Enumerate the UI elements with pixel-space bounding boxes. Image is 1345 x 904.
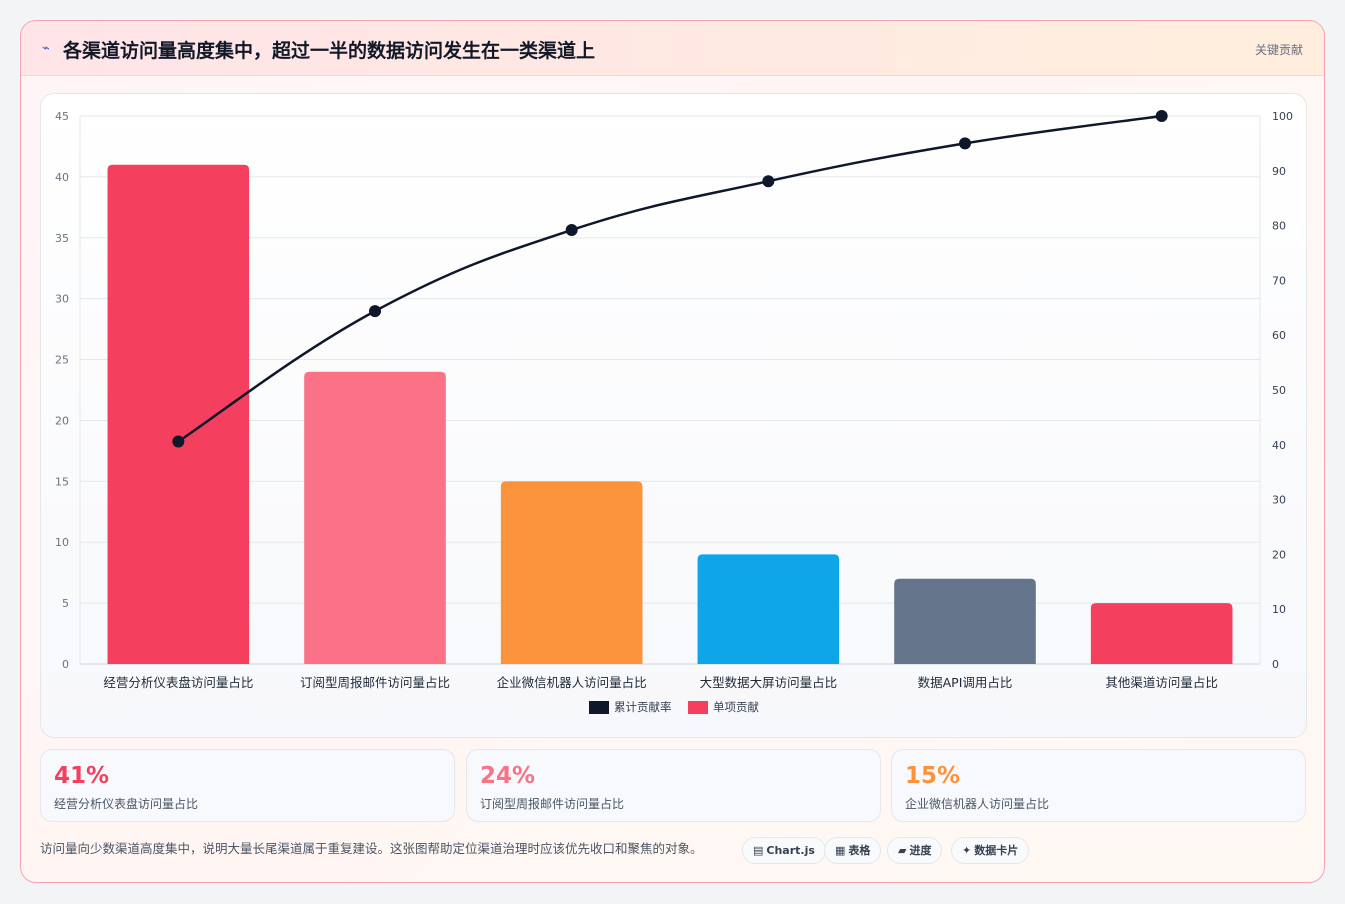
stat-label: 订阅型周报邮件访问量占比 [480,797,625,811]
cumulative-point [565,223,578,236]
table-pill[interactable]: ▦ 表格 [824,837,882,864]
cumulative-point [172,435,185,448]
bar [500,481,643,664]
chartjs-pill[interactable]: ▤ Chart.js [742,837,826,864]
y-right-tick-label: 100 [1272,110,1293,123]
y-left-tick-label: 5 [62,597,69,610]
y-left-tick-label: 15 [55,475,69,488]
bar [1090,603,1233,664]
cumulative-point [959,137,971,150]
y-right-tick-label: 90 [1272,165,1286,178]
footer-note: 访问量向少数渠道高度集中，说明大量长尾渠道属于重复建设。这张图帮助定位渠道治理时… [40,841,703,856]
pill-label: 数据卡片 [974,844,1019,857]
y-right-tick-label: 50 [1272,384,1286,397]
y-right-tick-label: 10 [1272,603,1286,616]
progress-icon: ▰ [898,844,907,857]
key-contribution-tag: 关键贡献 [1254,43,1303,57]
pill-label: 进度 [909,844,932,857]
y-right-tick-label: 0 [1272,658,1279,671]
stat-value: 41% [54,763,110,789]
y-left-tick-label: 10 [55,536,69,549]
cumulative-line [177,114,1162,443]
stat-label: 经营分析仪表盘访问量占比 [54,797,199,811]
pill-label: 表格 [848,844,871,857]
pill-label: Chart.js [766,844,815,857]
bar [304,371,446,664]
stat-card-2: 24% 订阅型周报邮件访问量占比 [466,749,881,822]
y-right-tick-label: 60 [1272,329,1286,342]
chart-icon: ▤ [753,844,764,857]
legend-label: 累计贡献率 [614,700,672,714]
y-right-tick-label: 30 [1272,494,1286,507]
stat-label: 企业微信机器人访问量占比 [905,797,1050,811]
data-card-pill[interactable]: ✦ 数据卡片 [951,837,1030,864]
x-tick-label: 订阅型周报邮件访问量占比 [300,675,450,690]
pareto-chart: 0 5 10 15 20 25 30 35 40 45 0 10 20 30 40 50 60 70 80 90 100… [55,110,1293,714]
x-tick-label: 数据API调用占比 [918,675,1013,690]
y-left-tick-label: 45 [55,110,69,123]
chart-card: ⌁ 各渠道访问量高度集中，超过一半的数据访问发生在一类渠道上 关键贡献 0 5 10… [20,20,1325,883]
cumulative-point [369,305,381,318]
y-left-tick-label: 30 [55,293,69,306]
progress-pill[interactable]: ▰ 进度 [887,837,943,864]
sparkle-icon: ✦ [962,844,972,857]
stat-value: 24% [480,763,536,789]
y-right-tick-label: 40 [1272,439,1286,452]
stat-card-3: 15% 企业微信机器人访问量占比 [891,749,1306,822]
pareto-chart-panel: 0 5 10 15 20 25 30 35 40 45 0 10 20 30 40 50 60 70 80 90 100… [40,93,1307,738]
y-right-tick-label: 70 [1272,274,1286,287]
card-header: ⌁ 各渠道访问量高度集中，超过一半的数据访问发生在一类渠道上 关键贡献 [21,21,1324,76]
y-right-tick-label: 20 [1272,548,1286,561]
y-left-tick-label: 0 [62,658,69,671]
lightning-icon: ⌁ [42,41,50,56]
bar [107,164,250,664]
cumulative-point [1155,110,1168,122]
card-title: 各渠道访问量高度集中，超过一半的数据访问发生在一类渠道上 [63,40,596,62]
x-tick-label: 其他渠道访问量占比 [1105,675,1218,690]
y-left-tick-label: 40 [55,171,69,184]
legend-swatch [688,701,708,714]
x-tick-label: 经营分析仪表盘访问量占比 [103,675,253,690]
bar [697,554,840,664]
stat-card-1: 41% 经营分析仪表盘访问量占比 [40,749,455,822]
y-left-tick-label: 20 [55,414,69,427]
legend-label: 单项贡献 [713,700,759,714]
y-left-tick-label: 25 [55,354,69,367]
y-right-tick-label: 80 [1272,220,1286,233]
y-left-tick-label: 35 [55,232,69,245]
x-tick-label: 大型数据大屏访问量占比 [700,675,838,690]
bar [894,578,1036,664]
cumulative-point [762,175,775,188]
x-tick-label: 企业微信机器人访问量占比 [497,675,647,690]
legend-swatch [589,701,609,714]
table-icon: ▦ [835,844,846,857]
stat-value: 15% [905,763,961,789]
